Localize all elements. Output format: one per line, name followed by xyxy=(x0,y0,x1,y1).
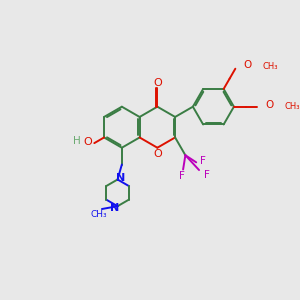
Text: N: N xyxy=(110,203,119,214)
Text: O: O xyxy=(84,137,92,147)
Text: F: F xyxy=(204,170,210,180)
Text: O: O xyxy=(243,60,251,70)
Text: CH₃: CH₃ xyxy=(262,62,278,71)
Text: N: N xyxy=(116,173,126,183)
Text: CH₃: CH₃ xyxy=(90,210,107,219)
Text: O: O xyxy=(265,100,273,110)
Text: O: O xyxy=(153,78,162,88)
Text: F: F xyxy=(179,171,184,181)
Text: F: F xyxy=(200,156,206,166)
Text: H: H xyxy=(73,136,81,146)
Text: CH₃: CH₃ xyxy=(284,102,300,111)
Text: O: O xyxy=(154,149,162,159)
